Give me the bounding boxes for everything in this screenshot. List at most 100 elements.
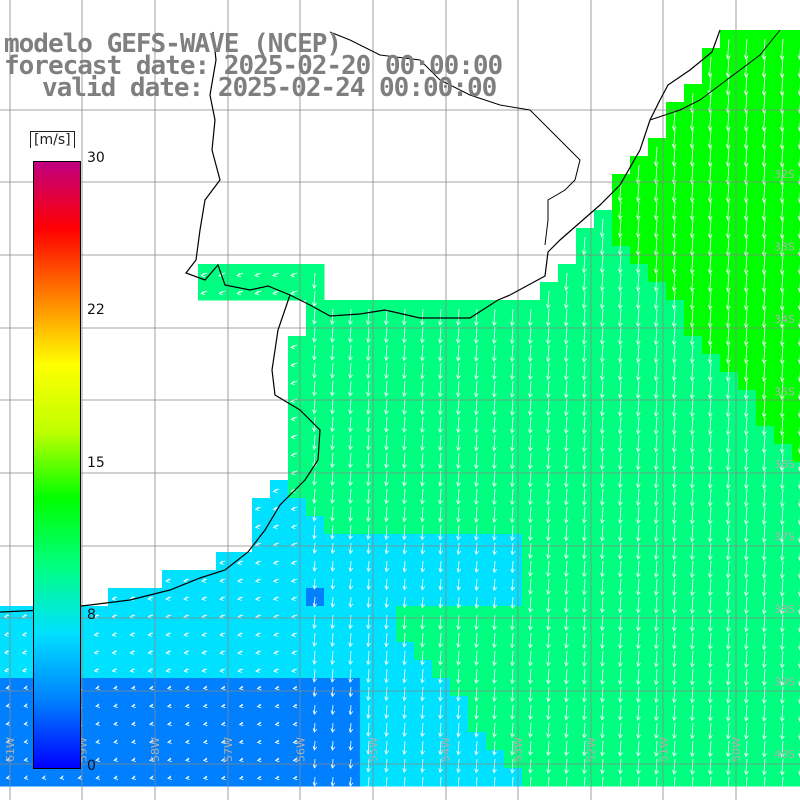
wind-vector bbox=[456, 344, 461, 362]
wind-cell bbox=[270, 570, 289, 589]
wind-vector bbox=[546, 452, 551, 470]
wind-vector bbox=[690, 128, 695, 149]
wind-vector bbox=[690, 416, 695, 436]
wind-vector bbox=[510, 470, 515, 488]
wind-cell bbox=[36, 768, 55, 787]
wind-cell bbox=[162, 570, 181, 589]
wind-vector bbox=[236, 290, 244, 296]
wind-vector bbox=[510, 380, 515, 398]
wind-vector bbox=[438, 704, 443, 720]
wind-vector bbox=[254, 272, 262, 278]
wind-vector bbox=[780, 776, 785, 794]
wind-cell bbox=[216, 678, 235, 697]
wind-vector bbox=[420, 452, 425, 469]
wind-cell bbox=[198, 570, 217, 589]
wind-vector bbox=[348, 434, 353, 451]
wind-vector bbox=[762, 596, 767, 615]
wind-vector bbox=[348, 308, 353, 326]
wind-vector bbox=[528, 452, 533, 470]
wind-vector bbox=[510, 758, 515, 774]
wind-vector bbox=[420, 596, 426, 609]
wind-vector bbox=[600, 218, 605, 238]
wind-vector bbox=[690, 722, 695, 740]
wind-vector bbox=[438, 560, 444, 573]
wind-vector bbox=[366, 650, 371, 666]
wind-vector bbox=[165, 650, 172, 655]
wind-vector bbox=[274, 703, 280, 709]
wind-vector bbox=[618, 200, 623, 220]
wind-vector bbox=[618, 704, 623, 721]
wind-vector bbox=[290, 632, 298, 637]
wind-vector bbox=[255, 668, 262, 673]
wind-vector bbox=[272, 272, 280, 278]
wind-vector bbox=[600, 452, 605, 471]
wind-vector bbox=[201, 596, 208, 601]
wind-vector bbox=[21, 650, 28, 655]
wind-cell bbox=[234, 552, 253, 571]
wind-cell bbox=[270, 750, 289, 769]
wind-cell bbox=[198, 264, 217, 283]
wind-vector bbox=[330, 416, 335, 433]
wind-vector bbox=[726, 236, 731, 257]
wind-vector bbox=[672, 290, 677, 310]
wind-vector bbox=[690, 668, 695, 686]
wind-vector bbox=[312, 668, 317, 683]
wind-vector bbox=[690, 218, 695, 239]
wind-vector bbox=[312, 740, 318, 751]
wind-cell bbox=[126, 642, 145, 661]
wind-vector bbox=[402, 362, 407, 380]
wind-vector bbox=[184, 739, 190, 745]
wind-cell bbox=[252, 678, 271, 697]
wind-cell bbox=[270, 678, 289, 697]
wind-vector bbox=[456, 560, 462, 573]
wind-vector bbox=[582, 254, 587, 274]
wind-vector bbox=[546, 488, 551, 506]
wind-vector bbox=[330, 326, 335, 343]
wind-cell bbox=[0, 624, 19, 643]
wind-vector bbox=[636, 308, 641, 328]
wind-vector bbox=[690, 560, 695, 579]
wind-vector bbox=[184, 721, 190, 727]
wind-vector bbox=[654, 146, 659, 167]
wind-vector bbox=[672, 434, 677, 453]
wind-vector bbox=[312, 704, 318, 715]
wind-vector bbox=[528, 344, 533, 363]
wind-vector bbox=[780, 452, 785, 472]
wind-vector bbox=[636, 470, 641, 489]
wind-cell bbox=[180, 624, 199, 643]
wind-cell bbox=[180, 714, 199, 733]
wind-vector bbox=[618, 434, 623, 453]
wind-vector bbox=[672, 578, 677, 596]
wind-vector bbox=[582, 470, 587, 488]
wind-vector bbox=[654, 776, 659, 793]
wind-vector bbox=[528, 686, 533, 703]
wind-vector bbox=[672, 164, 677, 185]
wind-vector bbox=[564, 722, 569, 739]
wind-vector bbox=[113, 739, 118, 744]
wind-vector bbox=[3, 650, 10, 655]
wind-vector bbox=[218, 290, 226, 296]
wind-vector bbox=[582, 758, 587, 775]
wind-vector bbox=[762, 740, 767, 758]
wind-vector bbox=[744, 776, 749, 794]
wind-vector bbox=[165, 578, 172, 583]
wind-vector bbox=[528, 650, 533, 667]
wind-cell bbox=[180, 642, 199, 661]
wind-vector bbox=[312, 362, 317, 379]
wind-vector bbox=[528, 614, 533, 631]
wind-cell bbox=[72, 768, 91, 787]
wind-vector bbox=[654, 200, 659, 221]
wind-vector bbox=[474, 488, 479, 506]
wind-vector bbox=[546, 704, 551, 721]
wind-vector bbox=[582, 578, 587, 596]
wind-vector bbox=[600, 488, 605, 506]
wind-vector bbox=[564, 542, 569, 560]
wind-vector bbox=[237, 650, 244, 655]
wind-vector bbox=[492, 632, 497, 649]
wind-cell bbox=[198, 588, 217, 607]
wind-vector bbox=[95, 739, 100, 744]
wind-vector bbox=[474, 776, 479, 792]
wind-vector bbox=[725, 128, 731, 150]
wind-vector bbox=[636, 488, 641, 507]
wind-cell bbox=[180, 750, 199, 769]
